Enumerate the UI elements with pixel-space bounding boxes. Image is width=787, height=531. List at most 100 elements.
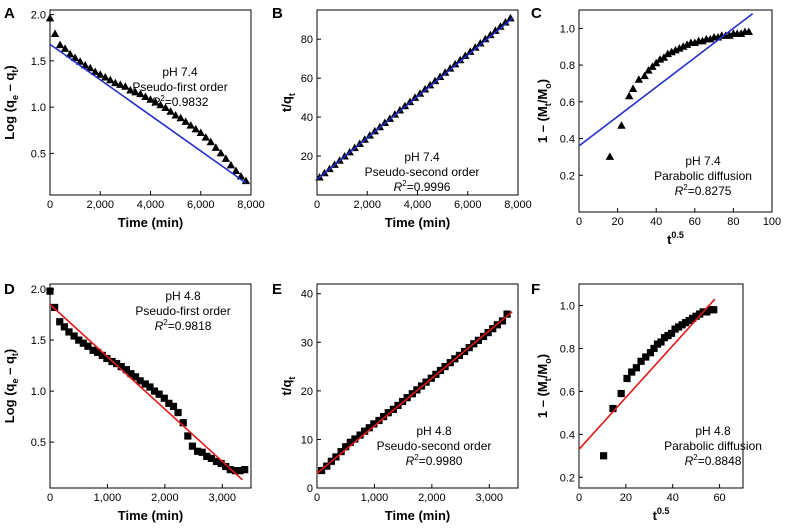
annotation-model: Parabolic diffusion [664, 439, 762, 453]
chart-panel-d: D 0 1,000 2,000 3,000 0.5 1.0 1.5 2.0 Time (min) L… [2, 281, 252, 523]
data-point [203, 452, 211, 460]
data-point [212, 457, 221, 466]
data-point [207, 454, 215, 463]
chart-panel-b: B 0 2,000 4,000 6,000 8,000 20 40 60 80 Time (min)… [272, 5, 532, 230]
x-tick-label: 0 [47, 199, 53, 211]
data-point [430, 76, 440, 85]
data-point [181, 117, 190, 125]
y-tick-label: 0.6 [560, 97, 575, 109]
data-point [151, 98, 160, 106]
data-point [45, 13, 55, 22]
x-tick-label: 3,000 [476, 492, 504, 504]
data-point [131, 87, 140, 96]
data-point [136, 377, 144, 385]
y-tick-label: 20 [301, 386, 313, 398]
data-point [155, 390, 163, 398]
data-point [165, 399, 173, 407]
data-point [89, 346, 97, 354]
y-axis-label-main: t/q [279, 96, 294, 112]
data-point [80, 61, 90, 69]
annotation-model: Pseudo-second order [377, 439, 492, 453]
data-point [55, 40, 65, 49]
annotation-r2: R2=0.8848 [685, 453, 742, 468]
y-axis-label-main: Log (q [2, 383, 17, 423]
data-point [103, 354, 111, 363]
annotation-r2: R2=0.9832 [152, 94, 209, 109]
annotation-r2: R2=0.8275 [675, 183, 732, 198]
data-point [496, 22, 505, 30]
y-axis-label: Log (qe – qt) [2, 65, 20, 139]
y-axis-label-sub: o [543, 83, 553, 89]
data-point [481, 34, 490, 43]
y-axis-label-sub: t [287, 93, 297, 96]
data-point [241, 466, 249, 474]
y-axis-label-mid: – q [2, 73, 17, 95]
data-point [122, 366, 130, 374]
x-axis-label-sup: 0.5 [657, 506, 670, 516]
fit-line [578, 298, 716, 450]
x-tick-label: 40 [667, 492, 679, 504]
data-point [435, 72, 445, 80]
x-tick-label: 1,000 [94, 492, 122, 504]
data-point [75, 57, 85, 65]
x-tick-label: 8,000 [504, 199, 532, 211]
x-axis-label-main: t [653, 508, 658, 523]
x-tick-label: 2,000 [353, 199, 381, 211]
data-point [370, 126, 379, 135]
annotation-r2-sup: 2 [693, 453, 698, 462]
data-point [605, 152, 615, 160]
data-point [101, 73, 110, 81]
y-axis-label-end: ) [2, 349, 17, 353]
annotation-r2-symbol: R [406, 454, 415, 468]
data-point [617, 389, 625, 398]
data-point [211, 143, 221, 151]
y-tick-label: 1.0 [560, 23, 575, 35]
y-axis-label: 1 – (Mt/Mo) [535, 354, 553, 418]
y-tick-label: 2.0 [31, 10, 46, 22]
y-axis-label-sub: e [10, 379, 20, 384]
panel-letter: E [272, 281, 282, 298]
data-point [609, 404, 617, 413]
panel-letter: A [4, 5, 15, 22]
y-tick-label: 1.0 [31, 386, 46, 398]
annotation-ph: pH 4.8 [416, 424, 452, 438]
chart-panel-a: A 0 2,000 4,000 6,000 8,000 0.5 1.0 1.5 2.0 Time (… [2, 5, 265, 230]
x-axis-label: t0.5 [653, 506, 670, 523]
data-point [380, 413, 388, 421]
annotation-r2-sup: 2 [402, 179, 407, 188]
y-axis-label: t/qt [279, 377, 297, 396]
data-point [176, 113, 185, 122]
data-point [160, 394, 168, 402]
data-point [111, 78, 120, 87]
data-point [632, 364, 640, 372]
annotation-r2: R2=0.9980 [406, 453, 463, 468]
plot-frame [578, 283, 744, 489]
data-point [403, 394, 411, 402]
data-point [146, 95, 155, 103]
y-axis-label-mid: /M [535, 364, 550, 378]
x-tick-label: 2,000 [418, 492, 446, 504]
data-point [156, 100, 165, 109]
y-tick-label: 2.0 [31, 284, 46, 296]
y-axis-label-sub: t [10, 353, 20, 356]
data-point [456, 55, 465, 64]
y-axis-label-main: Log (q [2, 100, 17, 140]
x-tick-label: 8,000 [237, 199, 265, 211]
data-point [365, 424, 373, 432]
data-point [117, 363, 125, 371]
x-axis-label: Time (min) [385, 215, 451, 230]
data-point [65, 328, 73, 336]
x-axis-label: Time (min) [118, 215, 184, 230]
data-point [150, 387, 159, 395]
fit-line [316, 17, 514, 181]
annotation-r2-value: =0.9832 [165, 95, 209, 109]
data-point [461, 51, 470, 59]
y-tick-label: 10 [301, 434, 313, 446]
y-axis-label-mid: /M [535, 89, 550, 103]
data-point [450, 59, 460, 68]
panel-letter: B [272, 5, 283, 22]
data-point [667, 329, 676, 337]
annotation-model: Pseudo-first order [132, 80, 227, 94]
data-point [640, 71, 649, 80]
x-tick-label: 20 [611, 216, 623, 228]
